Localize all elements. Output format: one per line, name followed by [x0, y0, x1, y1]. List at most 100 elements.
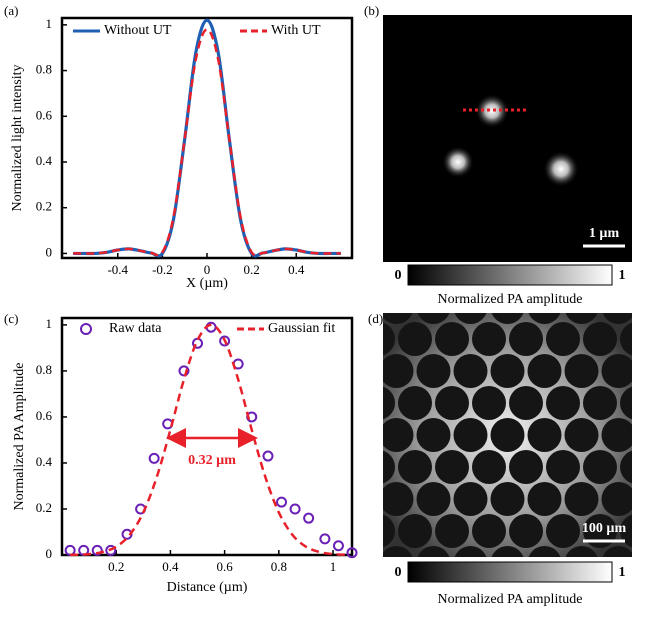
- plot-frame: [60, 316, 354, 557]
- fiber-core: [324, 578, 358, 612]
- x-axis-label: X (µm): [186, 276, 228, 291]
- fiber-core: [472, 514, 506, 548]
- y-tick-label: 0.8: [36, 362, 52, 377]
- y-tick-label: 0.4: [36, 153, 53, 168]
- data-line: [73, 18, 341, 258]
- fiber-core: [343, 418, 377, 452]
- fiber-core: [383, 546, 413, 557]
- panel-label: (a): [4, 3, 18, 18]
- particle: [543, 151, 579, 187]
- fiber-core: [417, 546, 450, 557]
- fiber-core: [601, 482, 632, 516]
- fiber-core: [454, 546, 487, 557]
- y-tick-label: 1: [46, 316, 53, 331]
- x-tick-label: -0.2: [152, 262, 173, 277]
- fiber-core: [435, 386, 469, 420]
- fiber-core: [435, 322, 469, 356]
- data-point: [91, 544, 103, 556]
- x-tick-label: -0.4: [107, 262, 128, 277]
- fiber-core: [620, 450, 632, 484]
- fiber-core: [527, 418, 562, 452]
- fiber-core: [343, 354, 377, 388]
- legend-label: Gaussian fit: [268, 321, 335, 336]
- fiber-core: [306, 482, 340, 516]
- fiber-core: [601, 354, 632, 388]
- fiber-core: [583, 578, 617, 612]
- x-tick-label: 0.4: [162, 559, 179, 574]
- fiber-core: [583, 386, 617, 420]
- image: [383, 15, 632, 262]
- fiber-core: [472, 322, 506, 356]
- y-tick-label: 0: [46, 546, 53, 561]
- fiber-core: [620, 514, 632, 548]
- x-tick-label: 0: [204, 262, 211, 277]
- fiber-core: [361, 578, 395, 612]
- data-line: [73, 28, 341, 257]
- fiber-core: [472, 450, 506, 484]
- fiber-core: [383, 450, 395, 484]
- x-tick-label: 0.4: [288, 262, 305, 277]
- data-point: [332, 540, 344, 552]
- fiber-core: [435, 450, 469, 484]
- fiber-core: [602, 313, 632, 324]
- fiber-core: [490, 482, 525, 516]
- y-tick-label: 1: [46, 16, 53, 31]
- fiber-core: [546, 514, 580, 548]
- fiber-core: [454, 313, 487, 324]
- colorbar-tick-label: 1: [619, 268, 626, 283]
- x-axis-label: Distance (µm): [167, 580, 248, 595]
- x-tick-label: 1: [330, 559, 337, 574]
- x-tick-label: 0.8: [271, 559, 287, 574]
- fiber-core: [527, 354, 562, 388]
- colorbar: [407, 264, 613, 286]
- data-point: [319, 533, 331, 545]
- fiber-core: [453, 418, 488, 452]
- fiber-core: [491, 313, 524, 324]
- fiber-core: [306, 354, 340, 388]
- fiber-core: [306, 418, 340, 452]
- fiber-core: [509, 322, 543, 356]
- y-axis-label: Normalized PA Amplitude: [12, 362, 27, 510]
- data-point: [105, 544, 117, 556]
- y-tick-label: 0.2: [36, 500, 52, 515]
- fiber-core: [528, 546, 561, 557]
- y-tick-label: 0.6: [36, 408, 53, 423]
- fiber-core: [546, 386, 580, 420]
- fiber-core: [620, 386, 632, 420]
- fiber-core: [509, 514, 543, 548]
- fiber-core: [398, 578, 432, 612]
- particle: [475, 94, 509, 128]
- data-line: [70, 323, 347, 557]
- fiber-core: [383, 386, 395, 420]
- data-point: [346, 547, 358, 559]
- x-tick-label: 0.2: [243, 262, 259, 277]
- data-point: [303, 512, 315, 524]
- colorbar-tick-label: 1: [619, 565, 626, 580]
- y-tick-label: 0.2: [36, 199, 52, 214]
- fiber-core: [639, 290, 646, 324]
- fiber-core: [383, 418, 414, 452]
- legend-marker: [80, 323, 92, 335]
- data-point: [219, 335, 231, 347]
- fiber-core: [509, 386, 543, 420]
- fiber-core: [383, 514, 395, 548]
- image: [306, 290, 646, 612]
- y-axis-label: Normalized light intensity: [10, 65, 25, 212]
- scale-bar-label: 100 µm: [582, 521, 627, 536]
- y-tick-label: 0.8: [36, 62, 52, 77]
- data-point: [262, 450, 274, 462]
- fiber-core: [398, 514, 432, 548]
- fiber-core: [639, 546, 646, 580]
- fiber-core: [453, 354, 488, 388]
- y-tick-label: 0.6: [36, 107, 53, 122]
- fiber-core: [491, 546, 524, 557]
- x-tick-label: 0.2: [108, 559, 124, 574]
- colorbar-tick-label: 0: [395, 268, 402, 283]
- fiber-core: [416, 418, 451, 452]
- scale-bar-label: 1 µm: [589, 226, 620, 241]
- legend-label: Raw data: [109, 321, 162, 336]
- fiber-core: [565, 313, 598, 324]
- data-point: [148, 452, 160, 464]
- fiber-core: [583, 322, 617, 356]
